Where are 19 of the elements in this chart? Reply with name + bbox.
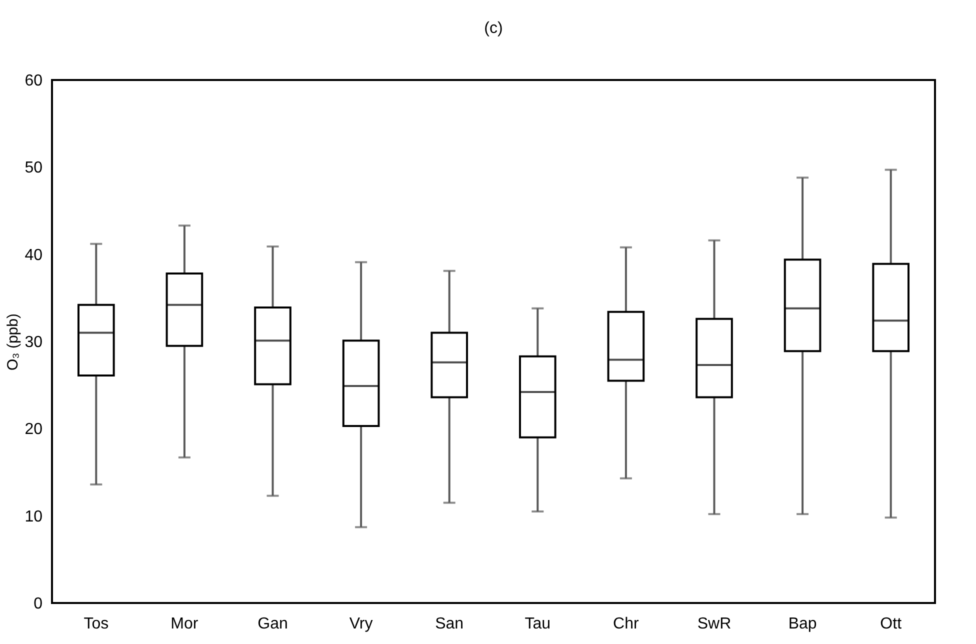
y-tick-label: 60 <box>24 72 43 90</box>
y-tick-label: 0 <box>34 596 43 612</box>
y-axis-title: O₃ (ppb) <box>4 314 22 370</box>
y-tick-label: 10 <box>24 508 43 526</box>
x-tick-label: Vry <box>349 616 373 632</box>
x-tick-label: Chr <box>613 616 640 632</box>
x-tick-label: Gan <box>258 616 288 632</box>
x-tick-label: Tau <box>524 616 551 632</box>
chart-title: (c) <box>484 20 503 37</box>
x-tick-label: San <box>435 616 464 632</box>
x-tick-label: Ott <box>880 616 902 632</box>
y-tick-label: 50 <box>24 160 43 177</box>
x-tick-label: Mor <box>170 616 199 632</box>
x-tick-label: Tos <box>84 616 109 632</box>
y-tick-label: 40 <box>24 246 43 264</box>
x-tick-label: Bap <box>788 616 817 632</box>
y-tick-label: 20 <box>24 421 43 438</box>
x-tick-label: SwR <box>697 616 732 632</box>
y-tick-label: 30 <box>24 334 43 351</box>
